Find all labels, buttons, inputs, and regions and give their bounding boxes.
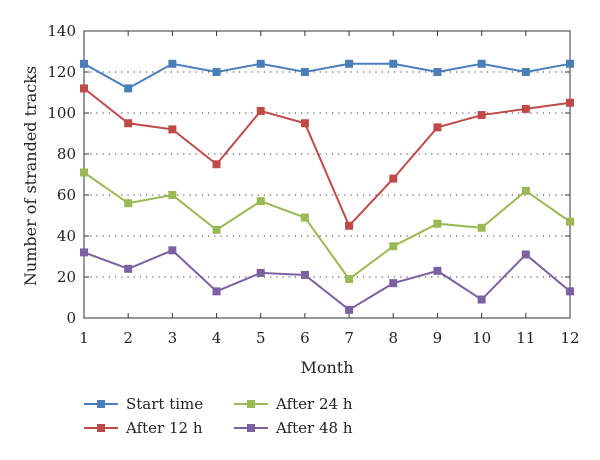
- data-point: [256, 268, 265, 277]
- x-tick-label: 10: [472, 329, 491, 347]
- data-point: [389, 279, 398, 288]
- x-tick-label: 9: [433, 329, 443, 347]
- data-point: [566, 287, 574, 296]
- x-tick-label: 2: [123, 329, 133, 347]
- data-point: [168, 125, 177, 134]
- data-point: [566, 217, 574, 226]
- legend-swatch-marker: [247, 400, 255, 408]
- data-point: [389, 59, 398, 68]
- legend-label: After 12 h: [125, 419, 203, 437]
- data-point: [300, 270, 309, 279]
- data-point: [389, 174, 398, 183]
- data-point: [124, 199, 133, 208]
- data-point: [345, 275, 354, 284]
- series-line: [83, 87, 571, 228]
- series-3: [80, 168, 574, 284]
- data-point: [477, 295, 486, 304]
- x-tick-label: 11: [516, 329, 535, 347]
- data-point: [521, 104, 530, 113]
- legend-label: After 24 h: [275, 395, 353, 413]
- legend-item: After 12 h: [84, 419, 203, 437]
- data-point: [168, 191, 177, 199]
- legend-label: After 48 h: [275, 419, 353, 437]
- data-point: [345, 305, 354, 314]
- series-4: [80, 246, 574, 314]
- data-point: [80, 248, 88, 257]
- x-tick-label: 1: [79, 329, 89, 347]
- x-tick-label: 6: [300, 329, 310, 347]
- y-tick-label: 60: [57, 186, 76, 204]
- x-tick-label: 12: [560, 329, 579, 347]
- data-point: [124, 264, 133, 273]
- x-tick-label: 5: [256, 329, 266, 347]
- data-point: [566, 59, 574, 68]
- data-point: [212, 160, 221, 169]
- legend-label: Start time: [126, 395, 203, 413]
- data-point: [566, 98, 574, 107]
- x-tick-label: 8: [388, 329, 398, 347]
- legend-item: Start time: [84, 395, 203, 413]
- y-tick-label: 20: [57, 268, 76, 286]
- legend: Start time After 12 h After 24 h After 48 h: [84, 395, 353, 437]
- data-point: [256, 59, 265, 68]
- data-point: [477, 223, 486, 232]
- x-tick-label: 4: [212, 329, 222, 347]
- y-tick-label: 120: [47, 63, 76, 81]
- y-tick-label: 80: [57, 145, 76, 163]
- series-1: [80, 59, 574, 93]
- data-point: [124, 119, 133, 128]
- x-axis-label: Month: [300, 358, 353, 377]
- data-point: [300, 213, 309, 222]
- series-2: [80, 84, 574, 230]
- series-group: [80, 59, 574, 314]
- data-point: [300, 119, 309, 128]
- data-point: [256, 106, 265, 115]
- x-tick-label: 7: [344, 329, 354, 347]
- data-point: [477, 111, 486, 120]
- data-point: [212, 225, 221, 234]
- legend-item: After 48 h: [234, 419, 353, 437]
- series-line: [83, 171, 571, 281]
- data-point: [80, 84, 88, 93]
- data-point: [477, 59, 486, 68]
- data-point: [345, 59, 354, 68]
- data-point: [212, 68, 221, 76]
- legend-swatch-marker: [97, 424, 105, 432]
- legend-swatch-marker: [247, 424, 255, 432]
- data-point: [433, 219, 442, 228]
- legend-swatch-marker: [97, 400, 105, 408]
- series-line: [83, 249, 571, 312]
- y-tick-label: 40: [57, 227, 76, 245]
- data-point: [345, 221, 354, 230]
- y-tick-label: 0: [66, 309, 76, 327]
- data-point: [300, 68, 309, 76]
- data-point: [80, 59, 88, 68]
- gridlines: [84, 71, 570, 278]
- data-point: [521, 186, 530, 195]
- data-point: [521, 68, 530, 76]
- data-point: [433, 68, 442, 76]
- series-line: [83, 62, 571, 90]
- data-point: [212, 287, 221, 296]
- data-point: [433, 123, 442, 132]
- y-tick-label: 140: [47, 22, 76, 40]
- data-point: [433, 266, 442, 275]
- data-point: [124, 84, 133, 93]
- y-tick-label: 100: [47, 104, 76, 122]
- data-point: [80, 168, 88, 177]
- data-point: [389, 242, 398, 251]
- y-axis-label: Number of stranded tracks: [21, 66, 40, 286]
- data-point: [168, 59, 177, 68]
- data-point: [168, 246, 177, 255]
- legend-item: After 24 h: [234, 395, 353, 413]
- data-point: [521, 250, 530, 259]
- data-point: [256, 197, 265, 206]
- x-tick-label: 3: [168, 329, 178, 347]
